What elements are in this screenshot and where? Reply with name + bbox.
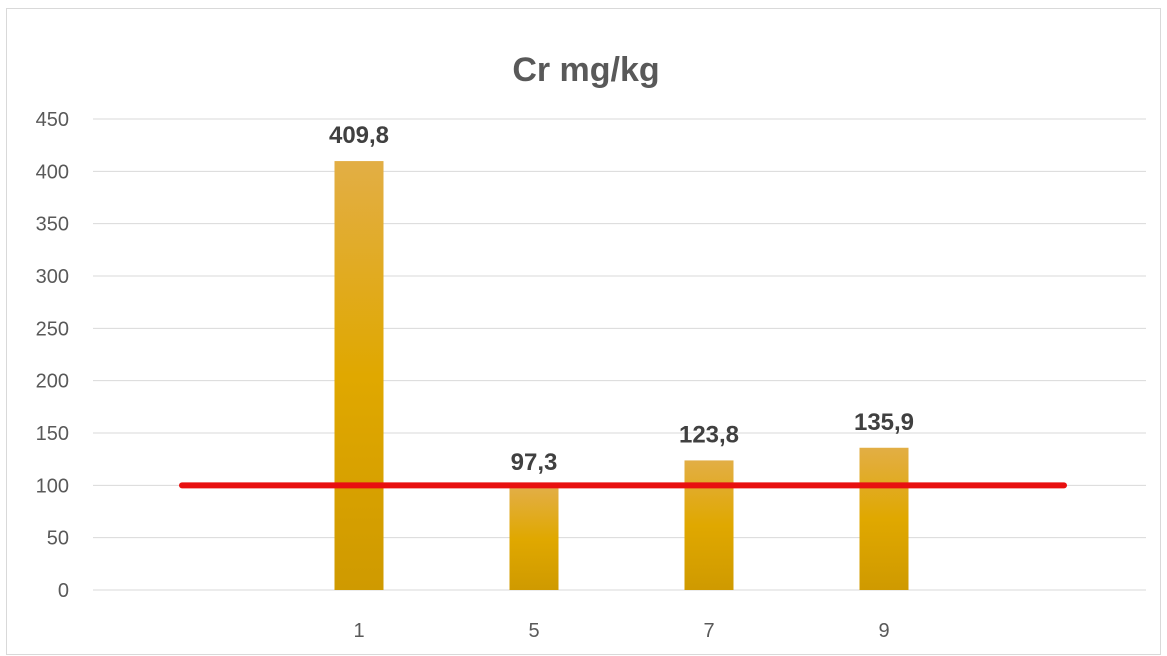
bar [509, 488, 559, 590]
bar [684, 460, 734, 590]
data-label: 409,8 [329, 122, 389, 149]
x-tick-label: 1 [353, 620, 364, 642]
y-tick-label: 250 [36, 318, 69, 340]
y-tick-label: 100 [36, 475, 69, 497]
y-tick-label: 350 [36, 214, 69, 236]
x-tick-label: 9 [878, 620, 889, 642]
y-tick-label: 0 [58, 580, 69, 602]
y-axis-ticks: 0 50 100 150 200 250 300 350 400 450 [36, 109, 69, 602]
x-tick-label: 7 [703, 620, 714, 642]
bar [859, 447, 909, 590]
data-label: 97,3 [511, 449, 558, 476]
y-tick-label: 450 [36, 109, 69, 131]
chart-title: Cr mg/kg [512, 51, 659, 89]
y-tick-label: 150 [36, 423, 69, 445]
bar-chart: Cr mg/kg 0 50 100 150 200 250 300 350 400 450 409… [36, 51, 1146, 642]
gridlines [93, 118, 1146, 591]
y-tick-label: 200 [36, 371, 69, 393]
y-tick-label: 50 [47, 528, 69, 550]
data-label: 135,9 [854, 409, 914, 436]
bar [334, 161, 384, 591]
bars [334, 161, 909, 591]
x-tick-label: 5 [528, 620, 539, 642]
data-label: 123,8 [679, 421, 739, 448]
y-tick-label: 400 [36, 161, 69, 183]
chart-frame: Cr mg/kg 0 50 100 150 200 250 300 350 400 450 409… [6, 8, 1161, 655]
y-tick-label: 300 [36, 266, 69, 288]
data-labels: 409,8 97,3 123,8 135,9 [329, 122, 914, 476]
